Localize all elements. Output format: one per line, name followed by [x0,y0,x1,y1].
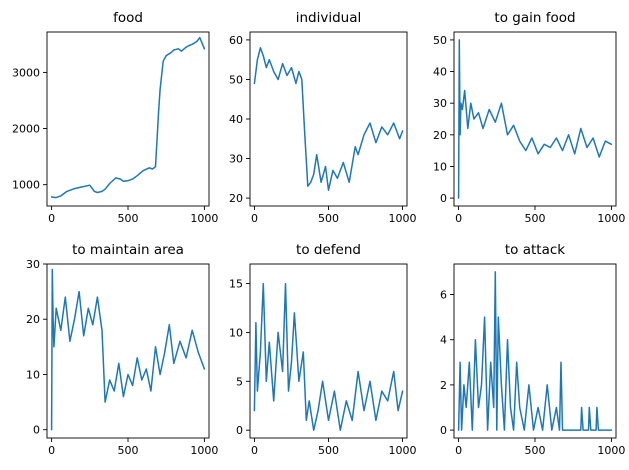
y-tick-label: 0 [440,192,447,205]
y-tick-label: 5 [236,375,243,388]
y-tick-label: 2000 [12,123,40,136]
subplot-4: to defend 0 500 1000 0 5 10 15 [229,242,417,457]
y-tick-label: 40 [433,66,447,79]
subplot-title: food [113,10,143,26]
y-tick-label: 4 [440,334,447,347]
subplot-title: to maintain area [72,242,184,258]
x-tick-label: 1000 [597,444,625,457]
x-tick-label: 0 [251,212,258,225]
subplot-2: to gain food 0 500 1000 0 10 20 30 40 50 [433,10,625,225]
x-tick-label: 500 [318,212,339,225]
x-tick-label: 500 [118,444,139,457]
y-tick-label: 20 [26,313,40,326]
y-tick-label: 60 [229,34,243,47]
subplot-title: to gain food [494,10,575,26]
x-tick-label: 0 [48,212,55,225]
x-tick-label: 500 [525,212,546,225]
x-tick-label: 500 [118,212,139,225]
series-line-0 [457,39,613,199]
y-tick-label: 30 [26,258,40,271]
y-tick-label: 1000 [12,179,40,192]
y-tick-label: 0 [33,424,40,437]
y-tick-label: 30 [229,153,243,166]
subplot-title: individual [296,10,362,26]
y-tick-label: 10 [229,326,243,339]
x-tick-label: 1000 [190,212,218,225]
subplot-3: to maintain area 0 500 1000 0 10 20 30 [26,242,218,457]
subplot-title: to defend [296,242,361,258]
x-tick-label: 500 [318,444,339,457]
y-tick-label: 20 [433,129,447,142]
x-tick-label: 500 [525,444,546,457]
y-tick-label: 50 [433,34,447,47]
x-tick-label: 1000 [190,444,218,457]
y-tick-label: 10 [26,368,40,381]
y-tick-label: 3000 [12,66,40,79]
series-line-0 [253,47,404,191]
y-tick-label: 0 [440,424,447,437]
y-tick-label: 6 [440,289,447,302]
subplot-title: to attack [505,242,565,258]
y-tick-label: 15 [229,278,243,291]
y-tick-label: 10 [433,160,447,173]
series-line-0 [50,36,206,199]
y-tick-label: 50 [229,73,243,86]
series-line-0 [253,282,404,431]
series-line-0 [50,268,206,431]
subplot-1: individual 0 500 1000 20 30 40 50 60 [229,10,417,225]
series-line-0 [457,271,613,431]
x-tick-label: 1000 [597,212,625,225]
subplot-5: to attack 0 500 1000 0 2 4 6 [440,242,625,457]
y-tick-label: 0 [236,424,243,437]
y-tick-label: 20 [229,192,243,205]
x-tick-label: 1000 [389,444,417,457]
x-tick-label: 0 [251,444,258,457]
y-tick-label: 30 [433,97,447,110]
x-tick-label: 0 [455,212,462,225]
x-tick-label: 1000 [389,212,417,225]
y-tick-label: 2 [440,379,447,392]
x-tick-label: 0 [48,444,55,457]
subplot-0: food 0 500 1000 1000 2000 3000 [12,10,218,225]
y-tick-label: 40 [229,113,243,126]
x-tick-label: 0 [455,444,462,457]
